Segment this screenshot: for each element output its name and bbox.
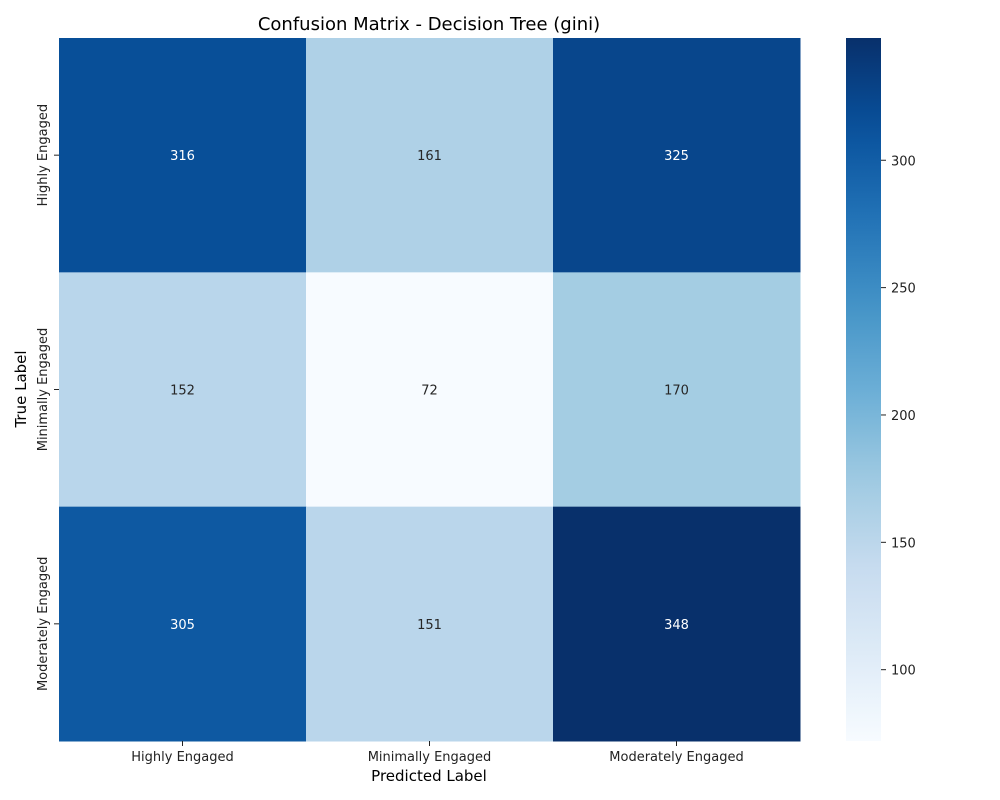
x-tick-label: Minimally Engaged (368, 750, 492, 765)
colorbar-tick-label: 100 (891, 664, 916, 679)
y-tick-label: Minimally Engaged (36, 328, 51, 452)
cell-value-label: 72 (421, 384, 438, 399)
colorbar-tick-label: 250 (891, 282, 916, 297)
cell-value-label: 316 (170, 149, 195, 164)
cell-value-label: 151 (417, 618, 442, 633)
heatmap-cell (59, 272, 307, 508)
colorbar-tick-label: 300 (891, 154, 916, 169)
cell-value-label: 161 (417, 149, 442, 164)
x-tick-label: Highly Engaged (131, 750, 234, 765)
heatmap-cell (306, 272, 554, 508)
heatmap-cell (306, 38, 554, 273)
cell-value-label: 170 (664, 384, 689, 399)
chart-title: Confusion Matrix - Decision Tree (gini) (258, 14, 600, 35)
y-axis-title: True Label (12, 350, 30, 428)
heatmap-cell (59, 38, 307, 273)
colorbar (846, 38, 881, 741)
cell-value-label: 325 (664, 149, 689, 164)
heatmap-cells: 316 161 325 152 72 170 305 151 348 (59, 38, 801, 742)
heatmap-cell (553, 506, 801, 742)
heatmap-cell (553, 38, 801, 273)
heatmap-cell (59, 506, 307, 742)
colorbar-ticks: 100 150 200 250 300 (881, 154, 916, 679)
cell-value-label: 305 (170, 618, 195, 633)
cell-value-label: 152 (170, 384, 195, 399)
heatmap-cell (306, 506, 554, 742)
y-tick-label: Highly Engaged (36, 104, 51, 207)
cell-value-label: 348 (664, 618, 689, 633)
x-axis-ticks: Highly Engaged Minimally Engaged Moderatel… (131, 741, 744, 765)
y-axis-ticks: Highly Engaged Minimally Engaged Moderatel… (36, 104, 59, 691)
y-tick-label: Moderately Engaged (36, 557, 51, 691)
colorbar-tick-label: 150 (891, 536, 916, 551)
colorbar-tick-label: 200 (891, 409, 916, 424)
x-axis-title: Predicted Label (371, 767, 487, 785)
x-tick-label: Moderately Engaged (609, 750, 743, 765)
heatmap-cell (553, 272, 801, 508)
